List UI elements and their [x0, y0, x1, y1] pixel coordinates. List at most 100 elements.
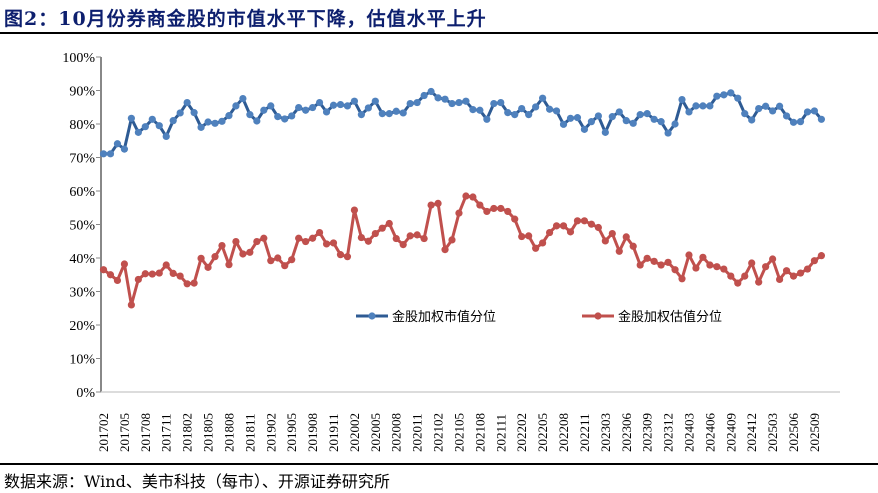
x-tick-label: 202111 [493, 414, 508, 452]
data-point [204, 263, 212, 271]
data-point [162, 132, 170, 140]
data-point [566, 114, 575, 122]
x-tick-label: 202205 [535, 413, 550, 452]
data-point [197, 123, 205, 131]
data-point [622, 233, 630, 241]
data-point [434, 199, 442, 207]
data-point [343, 102, 352, 110]
data-point [699, 253, 707, 261]
data-point [336, 100, 345, 109]
data-point [657, 261, 665, 269]
data-point [162, 261, 170, 269]
data-point [197, 254, 205, 262]
data-point [580, 217, 589, 225]
data-point [706, 102, 714, 110]
y-tick-label: 40% [69, 252, 95, 267]
legend-label: 金股加权市值分位 [392, 309, 496, 325]
data-point [399, 241, 407, 249]
data-point [490, 99, 498, 108]
data-point [155, 269, 163, 277]
data-point [204, 118, 212, 126]
x-tick-label: 202211 [577, 413, 592, 452]
data-point [476, 201, 484, 209]
data-point [497, 98, 505, 107]
data-point [734, 94, 742, 102]
data-point [322, 108, 331, 116]
x-tick-label: 202005 [368, 413, 383, 452]
x-tick-label: 201908 [305, 413, 320, 452]
data-point [511, 111, 519, 119]
x-axis: 201702 201705 201708 201711 201802 201805 2018… [96, 391, 840, 453]
data-point [608, 113, 616, 121]
data-point [810, 257, 819, 265]
data-point [504, 207, 512, 216]
data-point [692, 264, 700, 272]
data-point [789, 118, 798, 126]
data-point [260, 234, 268, 242]
data-point [587, 220, 596, 228]
data-point [762, 263, 770, 271]
y-tick-label: 50% [69, 219, 95, 234]
data-point [727, 272, 735, 280]
data-point [141, 270, 149, 278]
data-point [545, 105, 554, 113]
data-point [309, 234, 317, 242]
data-point [594, 223, 602, 232]
data-point [106, 271, 115, 279]
data-point [748, 116, 756, 124]
data-point [315, 98, 324, 107]
data-point [678, 95, 686, 104]
data-point [789, 272, 798, 280]
data-point [413, 98, 421, 107]
data-point [587, 118, 596, 126]
source-divider [0, 463, 878, 465]
data-point [678, 275, 686, 283]
data-point [274, 113, 282, 121]
data-point [720, 265, 728, 273]
data-point [615, 247, 623, 255]
y-tick-label: 70% [69, 152, 95, 167]
x-tick-label: 202406 [702, 413, 717, 453]
data-point [260, 106, 268, 114]
data-point [803, 265, 812, 273]
x-tick-label: 201702 [96, 413, 111, 452]
data-point [525, 232, 533, 240]
data-point [559, 120, 568, 128]
data-point [385, 219, 393, 228]
x-tick-label: 202208 [556, 413, 571, 452]
data-point [127, 114, 135, 122]
data-point [511, 215, 519, 223]
data-point [734, 279, 742, 287]
data-point [594, 112, 602, 120]
data-point [650, 115, 658, 123]
data-point [469, 105, 477, 114]
data-point [329, 239, 338, 247]
data-point [420, 91, 428, 100]
data-point [211, 253, 219, 261]
data-point [601, 128, 609, 136]
data-point [817, 115, 826, 123]
data-point [406, 232, 414, 240]
x-tick-label: 201805 [201, 413, 216, 452]
data-point [532, 244, 540, 252]
data-point [455, 98, 463, 107]
data-point [532, 103, 540, 111]
x-tick-label: 202506 [786, 413, 801, 453]
x-tick-label: 201802 [180, 413, 195, 452]
data-point [441, 246, 449, 254]
data-point [302, 237, 310, 246]
data-point [134, 128, 142, 136]
data-point [232, 102, 240, 110]
source-note: 数据来源：Wind、美市科技（每市）、开源证券研究所 [4, 472, 390, 491]
data-point [525, 111, 533, 119]
legend-marker [368, 312, 376, 320]
data-point [148, 115, 156, 123]
data-point [357, 111, 365, 119]
data-point [427, 201, 435, 209]
data-point [253, 237, 261, 246]
y-tick-label: 0% [76, 386, 95, 401]
data-point [755, 278, 763, 286]
data-point [288, 256, 296, 264]
data-point [720, 91, 728, 99]
x-tick-label: 202503 [765, 413, 780, 452]
